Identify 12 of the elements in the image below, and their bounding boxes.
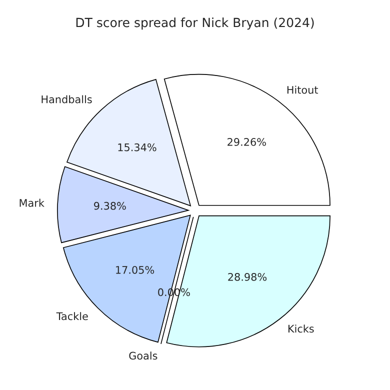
data-label: 28.98% — [228, 273, 267, 281]
slice-label: Mark — [20, 198, 44, 207]
category-label: Goals — [129, 352, 158, 360]
data-label: 9.38% — [94, 202, 126, 210]
slice-label: Hitout — [287, 86, 318, 94]
data-label: 15.34% — [118, 143, 156, 152]
data-label: 17.05% — [116, 266, 154, 274]
slice-label: Tackle — [56, 312, 88, 320]
data-label: 29.26% — [228, 138, 266, 146]
chart-title: DT score spread for Nick Bryan (2024) — [76, 18, 314, 30]
slice-label: Kicks — [288, 324, 314, 333]
slice-label: Handballs — [42, 95, 92, 104]
